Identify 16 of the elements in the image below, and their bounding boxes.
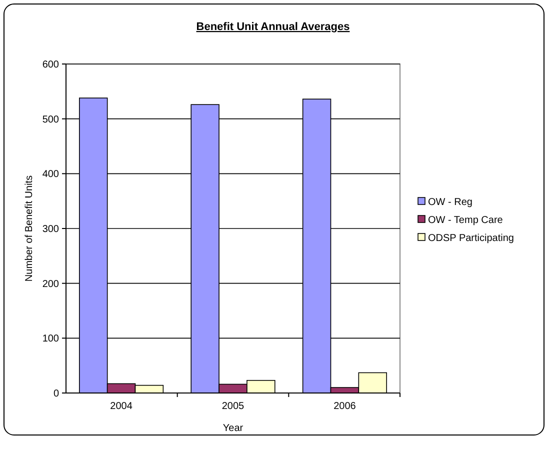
y-tick-label: 600 — [42, 60, 60, 70]
legend-label: OW - Temp Care — [428, 215, 504, 226]
x-axis-title: Year — [222, 423, 244, 434]
x-tick-label: 2004 — [110, 401, 133, 412]
y-tick-label: 200 — [42, 278, 60, 290]
y-tick-label: 500 — [42, 114, 60, 126]
x-tick-label: 2006 — [334, 401, 356, 412]
y-tick-label: 100 — [42, 334, 60, 345]
y-tick-label: 0 — [53, 388, 60, 400]
chart-title: Benefit Unit Annual Averages — [196, 21, 350, 33]
y-axis-title: Number of Benefit Units — [24, 175, 35, 282]
legend-label: OW - Reg — [428, 197, 472, 208]
legend-label: ODSP Participating — [428, 233, 514, 244]
y-tick-label: 400 — [42, 169, 60, 180]
x-tick-label: 2005 — [222, 401, 245, 412]
y-tick-label: 300 — [42, 224, 60, 235]
